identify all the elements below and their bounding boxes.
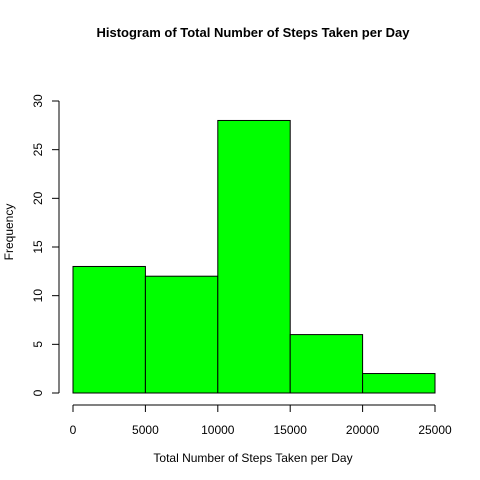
x-tick-label: 10000 bbox=[201, 423, 235, 437]
x-tick-label: 20000 bbox=[346, 423, 380, 437]
y-tick-label: 10 bbox=[31, 289, 45, 303]
y-tick-label: 25 bbox=[31, 143, 45, 157]
bars-group bbox=[72, 119, 436, 394]
y-tick-label: 15 bbox=[31, 240, 45, 254]
x-tick-label: 15000 bbox=[274, 423, 308, 437]
chart-title: Histogram of Total Number of Steps Taken… bbox=[96, 25, 410, 40]
x-axis: 0 5000 10000 15000 20000 25000 bbox=[70, 404, 452, 437]
x-tick-label: 5000 bbox=[132, 423, 159, 437]
histogram-bar-3 bbox=[217, 119, 291, 394]
y-axis: 0 5 10 15 20 25 30 bbox=[31, 94, 60, 396]
x-tick-label: 0 bbox=[70, 423, 77, 437]
y-tick-label: 5 bbox=[31, 341, 45, 348]
y-axis-label: Frequency bbox=[2, 204, 16, 261]
histogram-bar-5 bbox=[362, 373, 436, 394]
y-tick-label: 30 bbox=[31, 94, 45, 108]
y-tick-label: 20 bbox=[31, 191, 45, 205]
x-axis-label: Total Number of Steps Taken per Day bbox=[153, 451, 352, 465]
y-tick-label: 0 bbox=[31, 389, 45, 396]
histogram-bar-2 bbox=[144, 275, 219, 394]
histogram-bar-4 bbox=[289, 334, 364, 394]
x-tick-label: 25000 bbox=[418, 423, 452, 437]
histogram-bar-1 bbox=[72, 265, 146, 394]
